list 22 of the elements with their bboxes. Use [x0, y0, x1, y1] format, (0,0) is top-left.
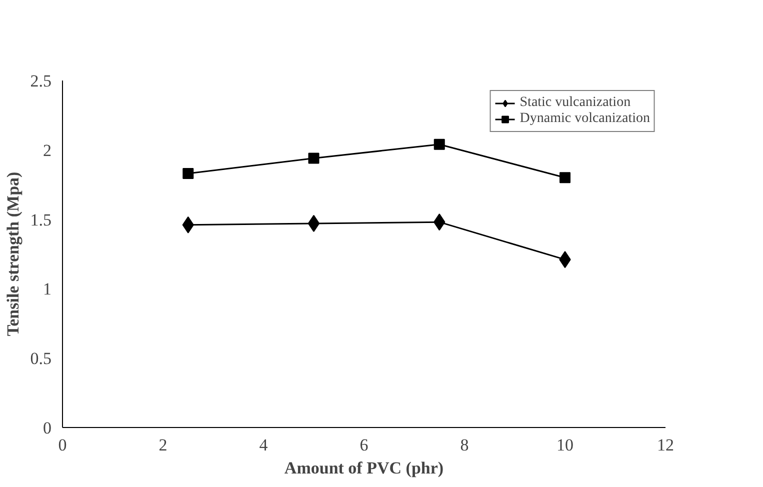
y-axis-title: Tensile strength (Mpa): [3, 172, 22, 336]
point: [308, 152, 320, 164]
x-tick-label: 10: [556, 436, 574, 454]
y-tick-label: 2.5: [30, 72, 52, 90]
x-axis-title: Amount of PVC (phr): [284, 458, 444, 478]
y-tick-label: 2: [43, 140, 52, 160]
x-tick-label: 2: [158, 436, 168, 454]
x-tick-label: 6: [360, 436, 368, 454]
legend-label: Dynamic volcanization: [520, 111, 650, 127]
legend-label: Static vulcanization: [520, 95, 631, 111]
x-tick-label: 12: [657, 436, 674, 454]
y-tick-label: 0: [43, 418, 52, 438]
point: [182, 168, 194, 179]
x-tick-label: 4: [259, 436, 268, 454]
point: [308, 214, 320, 232]
y-tick-label: 1: [43, 280, 52, 299]
y-tick-label: 1.5: [30, 210, 52, 230]
point: [560, 172, 570, 184]
x-tick-label: 8: [460, 436, 469, 454]
point: [434, 138, 445, 150]
x-tick-label: 0: [58, 436, 67, 454]
y-tick-label: 0.5: [30, 349, 52, 368]
